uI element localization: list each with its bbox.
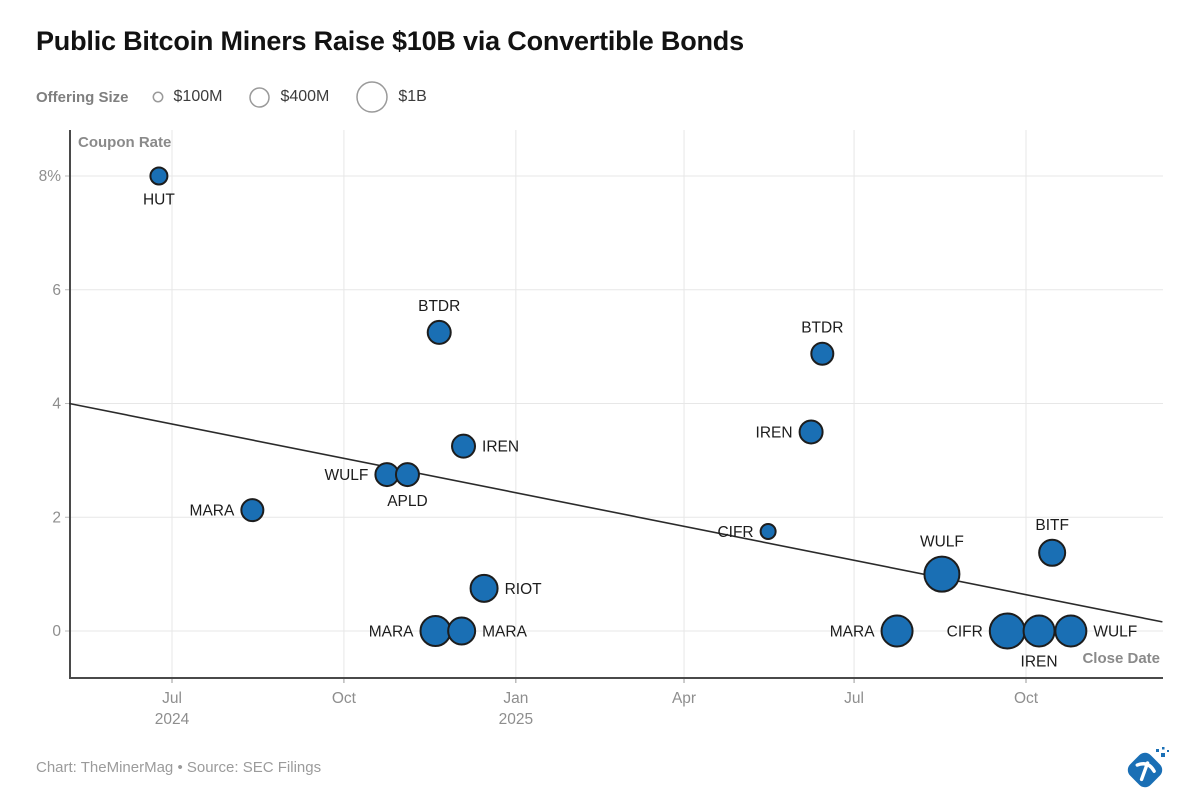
- y-axis-title: Coupon Rate: [78, 134, 171, 151]
- legend-item-100m: $100M: [151, 88, 223, 106]
- legend-item-400m: $400M: [248, 86, 329, 109]
- bubble-riot[interactable]: [469, 573, 499, 603]
- legend-circle-icon: [249, 86, 271, 108]
- bubble-wulf[interactable]: [374, 462, 400, 488]
- x-tick-label: Jul: [162, 690, 182, 707]
- bubble-bitf[interactable]: [1038, 538, 1067, 567]
- bubble-label-mara: MARA: [369, 624, 414, 641]
- bubble-hut[interactable]: [149, 166, 169, 186]
- y-tick-label: 4: [52, 396, 61, 413]
- x-tick-sublabel: 2025: [499, 711, 533, 728]
- source-credit: Chart: TheMinerMag • Source: SEC Filings: [36, 759, 322, 776]
- bubble-mara[interactable]: [880, 614, 914, 648]
- bubble-label-wulf: WULF: [1093, 624, 1137, 641]
- legend-circle-icon: [356, 81, 389, 113]
- y-tick-label: 6: [52, 282, 61, 299]
- legend-circle-icon: [152, 91, 163, 103]
- bubble-label-iren: IREN: [1021, 654, 1058, 671]
- legend-size-circle: [249, 86, 271, 108]
- bubble-label-wulf: WULF: [324, 467, 368, 484]
- bubble-label-iren: IREN: [756, 424, 793, 441]
- x-tick-label: Oct: [1014, 690, 1039, 707]
- bubble-iren[interactable]: [1022, 614, 1056, 648]
- bubble-cifr[interactable]: [759, 522, 777, 540]
- bubble-label-cifr: CIFR: [717, 524, 753, 541]
- offering-size-legend: Offering Size $100M $400M $1B: [36, 76, 453, 118]
- theminermag-logo: [1114, 738, 1180, 803]
- legend-item-1b: $1B: [355, 80, 427, 114]
- bubble-label-cifr: CIFR: [947, 624, 983, 641]
- legend-item-label: $1B: [398, 88, 427, 105]
- bubble-label-wulf: WULF: [920, 534, 964, 551]
- legend-item-label: $100M: [173, 88, 223, 105]
- pickaxe-logo-icon: [1127, 747, 1169, 788]
- bubble-label-mara: MARA: [830, 624, 875, 641]
- bubble-label-apld: APLD: [387, 493, 428, 510]
- bubble-cifr[interactable]: [988, 612, 1026, 650]
- y-tick-label: 0: [52, 623, 61, 640]
- x-tick-label: Oct: [332, 690, 357, 707]
- bubble-mara[interactable]: [419, 615, 452, 647]
- x-axis-title: Close Date: [1082, 650, 1160, 667]
- bubble-label-mara: MARA: [190, 503, 235, 520]
- legend-title: Offering Size: [36, 88, 129, 106]
- bubble-apld[interactable]: [394, 462, 420, 488]
- legend-size-circle: [152, 91, 163, 103]
- chart-title: Public Bitcoin Miners Raise $10B via Con…: [36, 26, 744, 56]
- bubble-btdr[interactable]: [426, 319, 452, 345]
- x-tick-label: Jul: [844, 690, 864, 707]
- x-tick-label: Jan: [503, 690, 528, 707]
- x-tick-label: Apr: [672, 690, 696, 707]
- bubble-btdr[interactable]: [810, 341, 835, 366]
- bubble-label-btdr: BTDR: [801, 320, 843, 337]
- legend-items: $100M $400M $1B: [151, 80, 453, 114]
- bubble-label-btdr: BTDR: [418, 298, 460, 315]
- y-tick-label: 8%: [39, 168, 62, 185]
- bubble-label-riot: RIOT: [505, 581, 543, 598]
- bubble-mara[interactable]: [240, 498, 265, 523]
- bubble-wulf[interactable]: [1054, 614, 1088, 648]
- legend-size-circle: [356, 81, 389, 113]
- bubble-iren[interactable]: [798, 419, 824, 445]
- trend-line: [69, 402, 1163, 623]
- bubble-label-hut: HUT: [143, 192, 175, 209]
- bubble-label-mara: MARA: [482, 624, 527, 641]
- bubble-wulf[interactable]: [923, 555, 961, 593]
- legend-item-label: $400M: [280, 88, 330, 105]
- bubble-mara[interactable]: [447, 616, 477, 646]
- bubble-iren[interactable]: [451, 433, 477, 459]
- y-tick-label: 2: [52, 509, 61, 526]
- bubble-label-iren: IREN: [482, 439, 519, 456]
- bubble-label-bitf: BITF: [1035, 517, 1069, 534]
- x-tick-sublabel: 2024: [155, 711, 190, 728]
